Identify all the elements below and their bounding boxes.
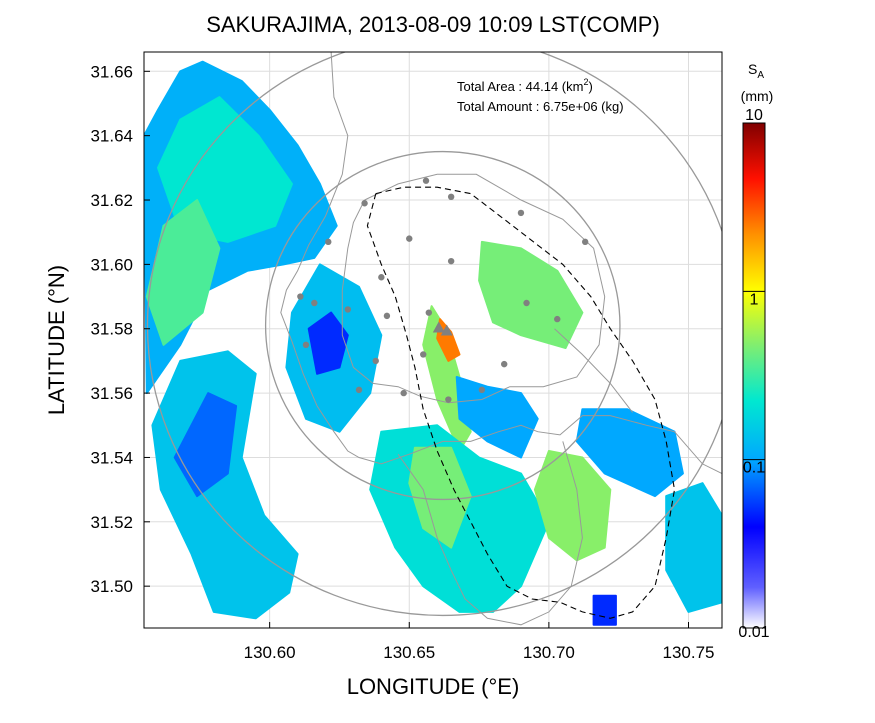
station-14 — [523, 299, 530, 307]
x-ticks: 130.60 130.65 130.70 130.75 — [244, 622, 714, 662]
echo-region-2 — [145, 199, 221, 346]
station-23 — [478, 386, 486, 394]
y-tick-label-0: 31.50 — [90, 577, 133, 596]
echo-region-12 — [408, 446, 472, 549]
station-13 — [425, 309, 433, 316]
station-21 — [400, 389, 407, 397]
station-1 — [422, 177, 430, 184]
station-22 — [445, 396, 452, 403]
total-area-annotation: Total Area : 44.14 (km2) — [457, 77, 593, 94]
station-2 — [447, 193, 455, 201]
echo-region-16 — [592, 594, 617, 626]
station-18 — [420, 351, 427, 358]
x-tick-label-0: 130.60 — [244, 643, 296, 662]
echo-region-14 — [575, 408, 684, 498]
y-tick-label-8: 31.66 — [90, 62, 133, 81]
range-ring-1 — [264, 150, 621, 501]
coastline-segment-0 — [280, 52, 722, 474]
vent-triangle-1 — [440, 324, 453, 336]
colorbar-tick-label-0: 0.01 — [738, 624, 769, 641]
echo-region-4 — [173, 392, 238, 498]
y-tick-label-4: 31.58 — [90, 320, 133, 339]
x-tick-label-2: 130.70 — [523, 643, 575, 662]
colorbar-title-sub: A — [757, 70, 764, 81]
station-8 — [378, 274, 385, 281]
total-area-close: ) — [588, 79, 592, 94]
plot-frame — [143, 51, 723, 629]
station-16 — [302, 341, 310, 349]
station-4 — [581, 238, 589, 246]
total-area-sup: 2 — [583, 77, 588, 87]
station-9 — [297, 293, 304, 300]
station-17 — [372, 357, 379, 365]
colorbar-title-main: S — [748, 61, 757, 77]
stations — [297, 177, 589, 403]
echo-region-13 — [533, 450, 612, 562]
station-15 — [554, 315, 561, 323]
vent-markers — [432, 321, 453, 336]
colorbar-title: SA — [748, 61, 764, 81]
x-axis-label: LONGITUDE (°E) — [347, 674, 520, 699]
total-area-text: Total Area : 44.14 (km — [457, 79, 583, 94]
station-3 — [517, 209, 525, 217]
y-tick-label-7: 31.64 — [90, 127, 133, 146]
station-6 — [406, 235, 413, 242]
range-ring-0 — [146, 52, 722, 616]
station-0 — [361, 200, 368, 207]
coastline-segment-1 — [341, 173, 606, 404]
colorbar-tick-label-3: 10 — [745, 107, 763, 124]
station-12 — [383, 312, 391, 320]
range-rings — [146, 52, 722, 616]
x-tick-label-1: 130.65 — [383, 643, 435, 662]
boundary-line — [366, 186, 676, 619]
y-tick-label-5: 31.60 — [90, 255, 133, 274]
station-20 — [355, 386, 363, 394]
colorbar-tick-label-2: 1 — [750, 291, 759, 308]
boundary-path — [366, 186, 676, 619]
y-ticks: 31.50 31.52 31.54 31.56 31.58 31.60 31.62 31.64… — [90, 62, 150, 596]
station-11 — [344, 306, 352, 313]
colorbar-tick-label-1: 0.1 — [743, 460, 765, 477]
vent-triangle-0 — [432, 321, 445, 333]
station-10 — [311, 299, 318, 307]
colorbar — [742, 122, 766, 629]
x-tick-label-3: 130.75 — [662, 643, 714, 662]
echo-region-6 — [307, 311, 349, 375]
colorbar-ticks: 0.01 0.1 1 10 — [738, 107, 769, 641]
y-axis-label: LATITUDE (°N) — [44, 265, 69, 415]
coastline — [280, 52, 722, 626]
y-tick-label-1: 31.52 — [90, 513, 133, 532]
echo-region-9 — [455, 376, 539, 459]
total-amount-annotation: Total Amount : 6.75e+06 (kg) — [457, 99, 624, 114]
station-7 — [447, 257, 455, 265]
coastline-segment-3 — [554, 328, 633, 413]
colorbar-unit: (mm) — [741, 88, 774, 104]
y-tick-label-6: 31.62 — [90, 191, 133, 210]
y-tick-label-3: 31.56 — [90, 384, 133, 403]
echo-region-3 — [151, 350, 299, 620]
coastline-segment-2 — [397, 441, 583, 626]
echo-region-15 — [665, 482, 722, 613]
station-5 — [325, 238, 332, 246]
y-tick-label-2: 31.54 — [90, 448, 133, 467]
chart-title: SAKURAJIMA, 2013-08-09 10:09 LST(COMP) — [206, 12, 660, 37]
station-19 — [501, 360, 508, 368]
